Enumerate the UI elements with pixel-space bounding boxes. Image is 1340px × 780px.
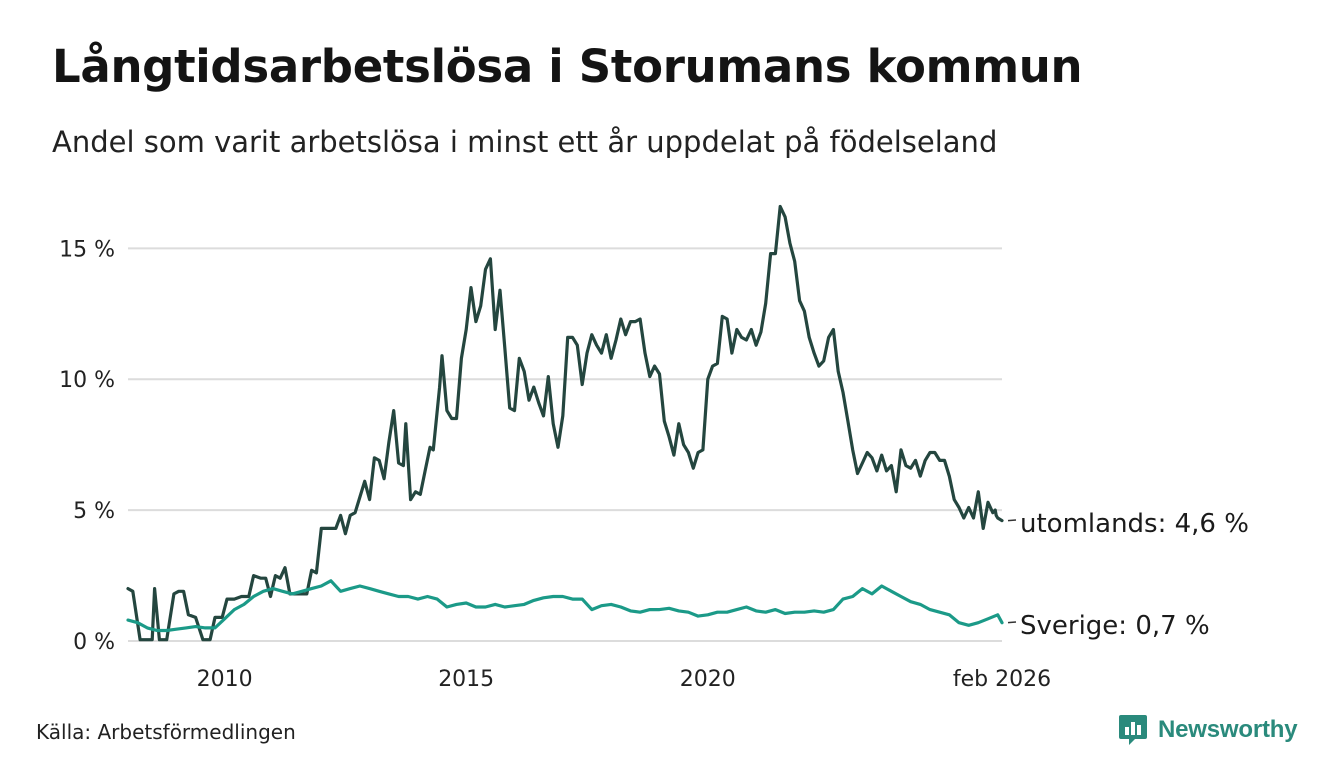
- series-end-label: utomlands: 4,6 %: [1020, 509, 1249, 539]
- x-tick-label: 2010: [197, 667, 253, 692]
- series-label-leader: [1007, 621, 1017, 624]
- brand-logo: Newsworthy: [1118, 714, 1298, 746]
- x-tick-label: 2015: [438, 667, 494, 692]
- y-tick-label: 10 %: [59, 368, 115, 393]
- series-line-utomlands: [126, 204, 1004, 642]
- y-tick-label: 0 %: [73, 630, 115, 655]
- chart-title: Långtidsarbetslösa i Storumans kommun: [52, 40, 1083, 93]
- y-tick-label: 15 %: [59, 237, 115, 262]
- x-tick-label: feb 2026: [953, 667, 1051, 692]
- source-note: Källa: Arbetsförmedlingen: [36, 720, 296, 744]
- chart-subtitle: Andel som varit arbetslösa i minst ett å…: [52, 125, 998, 159]
- newsworthy-logo-icon: [1119, 715, 1147, 745]
- series-line-sverige: [126, 579, 1004, 633]
- y-tick-label: 5 %: [73, 499, 115, 524]
- x-tick-label: 2020: [680, 667, 736, 692]
- series-end-label: Sverige: 0,7 %: [1020, 611, 1210, 641]
- brand-name: Newsworthy: [1158, 716, 1298, 743]
- series-label-leader: [1007, 519, 1017, 522]
